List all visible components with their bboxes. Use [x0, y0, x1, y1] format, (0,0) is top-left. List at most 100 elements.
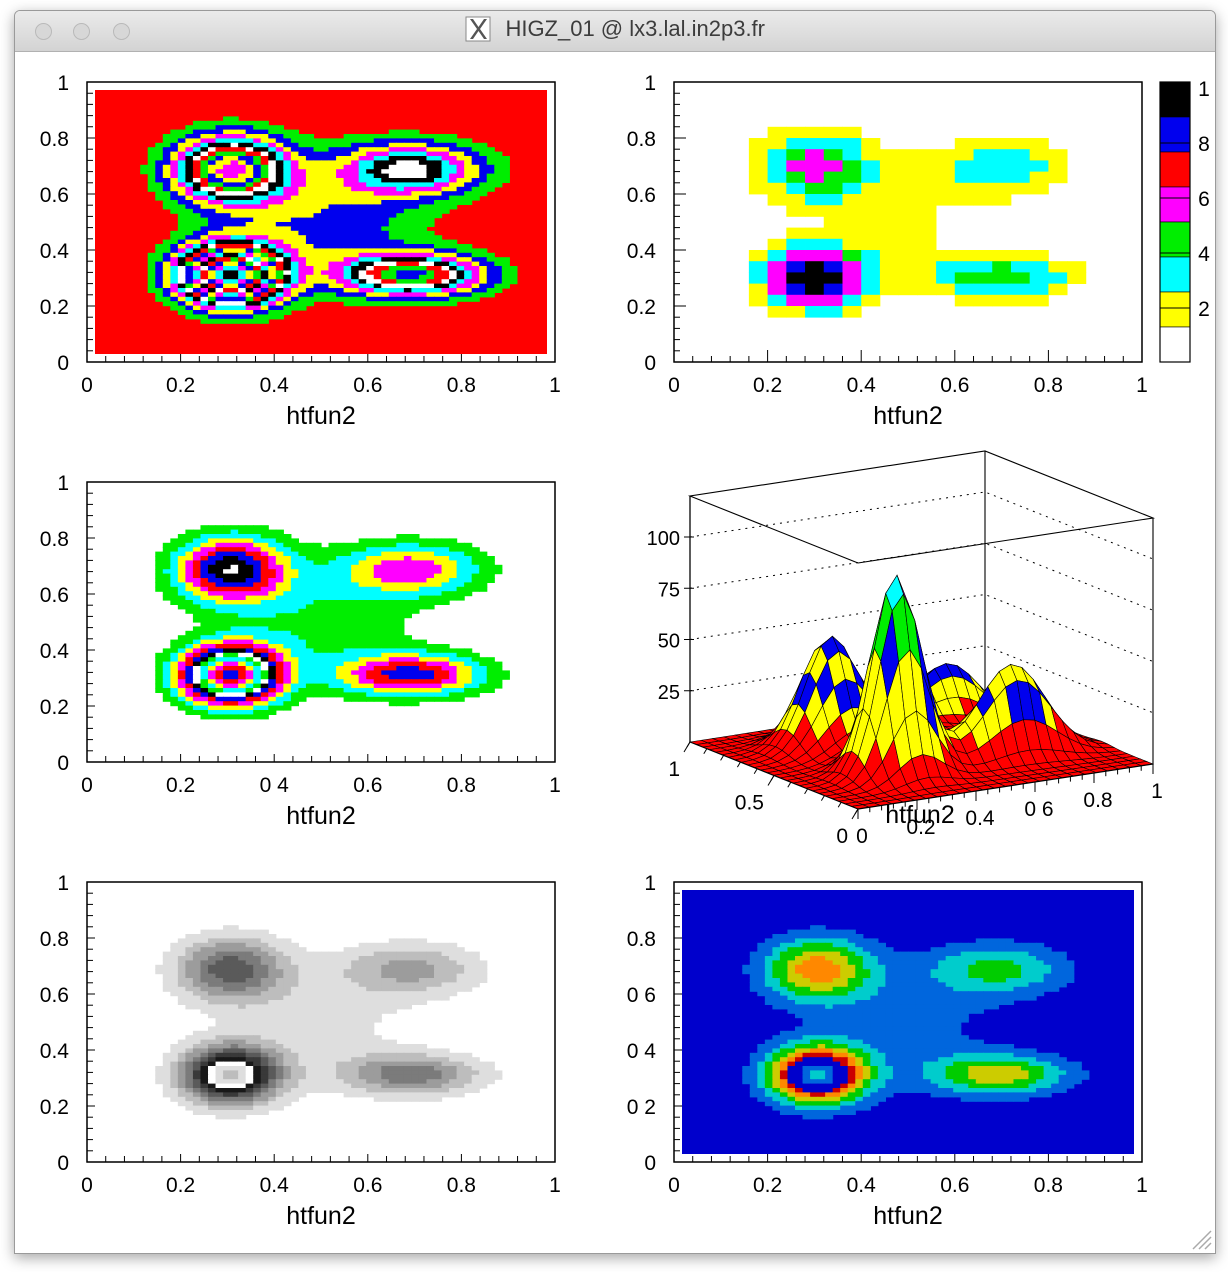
contour-cell	[351, 560, 360, 566]
contour-cell	[336, 178, 345, 183]
close-button[interactable]	[35, 23, 52, 40]
contour-cell	[290, 652, 299, 658]
contour-cell	[223, 630, 232, 636]
contour-cell	[305, 547, 315, 553]
title-bar[interactable]: HIGZ_01 @ lx3.lal.in2p3.fr	[15, 11, 1215, 52]
contour-cell	[253, 125, 262, 131]
contour-cell	[313, 679, 322, 685]
contour-cell	[305, 173, 315, 179]
contour-cell	[403, 635, 412, 641]
contour-cell	[260, 630, 269, 636]
contour-cell	[441, 239, 450, 245]
contour-cell	[268, 564, 277, 570]
contour-cell	[305, 279, 315, 285]
contour-cell	[298, 279, 307, 285]
contour-cell	[343, 292, 352, 298]
contour-cell	[434, 182, 443, 188]
contour-cell	[215, 679, 224, 685]
contour-cell	[268, 639, 277, 645]
contour-cell	[260, 129, 269, 135]
contour-cell	[208, 670, 217, 676]
contour-cell	[434, 151, 443, 157]
contour-cell	[343, 266, 352, 271]
contour-cell	[441, 648, 450, 654]
contour-cell	[449, 283, 458, 289]
contour-cell	[373, 226, 382, 232]
contour-cell	[321, 142, 330, 148]
contour-cell	[464, 586, 473, 592]
contour-cell	[192, 266, 202, 271]
zoom-button[interactable]	[113, 23, 130, 40]
contour-cell	[411, 257, 420, 263]
colorbar-label: 2	[1198, 298, 1210, 321]
contour-cell	[162, 969, 171, 975]
contour-cell	[230, 710, 239, 715]
contour-cell	[155, 156, 164, 161]
contour-cell	[238, 204, 247, 210]
contour-cell	[162, 252, 171, 258]
contour-cell	[403, 938, 412, 944]
contour-cell	[464, 657, 473, 663]
contour-cell	[238, 604, 247, 610]
contour-cell	[388, 604, 397, 610]
contour-cell	[192, 292, 202, 298]
contour-cell	[479, 182, 488, 188]
contour-cell	[479, 169, 488, 175]
contour-cell	[358, 635, 367, 641]
contour-cell	[426, 666, 435, 671]
contour-cell	[260, 200, 269, 205]
contour-cell	[464, 164, 473, 170]
contour-cell	[464, 578, 473, 583]
contour-cell	[170, 964, 179, 970]
contour-cell	[351, 956, 360, 961]
contour-cell	[275, 296, 284, 302]
contour-cell	[388, 301, 397, 307]
contour-cell	[321, 270, 330, 276]
contour-cell	[208, 318, 217, 324]
contour-cell	[268, 230, 277, 236]
contour-cell	[388, 644, 397, 649]
contour-cell	[434, 942, 443, 948]
contour-cell	[321, 547, 330, 553]
contour-cell	[494, 569, 503, 575]
contour-cell	[245, 538, 254, 544]
contour-cell	[298, 266, 307, 271]
contour-cell	[208, 270, 217, 276]
contour-cell	[434, 156, 443, 161]
contour-cell	[486, 683, 495, 689]
contour-cell	[449, 595, 458, 601]
contour-cell	[155, 257, 164, 263]
contour-cell	[185, 134, 194, 139]
contour-cell	[464, 195, 473, 201]
contour-cell	[223, 178, 232, 183]
contour-cell	[185, 964, 194, 970]
contour-cell	[388, 288, 397, 293]
contour-cell	[313, 964, 322, 970]
contour-cell	[351, 270, 360, 276]
contour-cell	[155, 266, 164, 271]
contour-cell	[298, 666, 307, 671]
contour-cell	[313, 200, 322, 205]
histogram-box	[786, 160, 806, 172]
contour-cell	[366, 164, 375, 170]
x-axis-label: htfun2	[885, 801, 955, 829]
contour-cell	[305, 652, 315, 658]
contour-cell	[238, 960, 247, 966]
contour-cell	[336, 973, 345, 979]
contour-cell	[208, 138, 217, 144]
histogram-box	[973, 138, 993, 150]
histogram-box	[917, 182, 937, 195]
minimize-button[interactable]	[73, 23, 90, 40]
histogram-box	[1029, 261, 1049, 273]
contour-cell	[215, 125, 224, 131]
contour-cell	[336, 683, 345, 689]
histogram-box	[1010, 294, 1031, 307]
contour-cell	[208, 639, 217, 645]
contour-cell	[418, 191, 428, 197]
contour-cell	[321, 239, 330, 245]
contour-cell	[238, 692, 247, 698]
contour-cell	[441, 156, 450, 161]
x-tick-label: 0	[81, 774, 93, 797]
contour-cell	[192, 934, 202, 939]
contour-cell	[313, 595, 322, 601]
